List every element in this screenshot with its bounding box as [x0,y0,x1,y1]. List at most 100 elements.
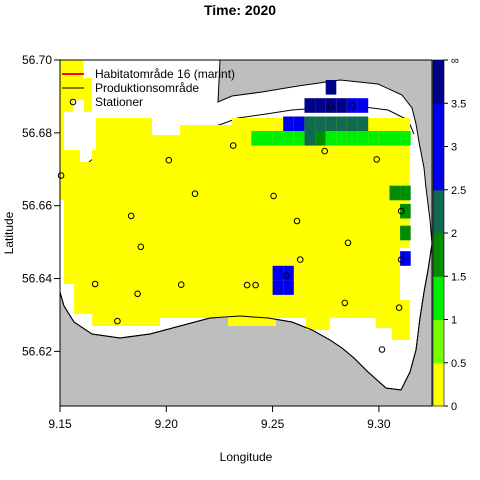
colorbar-bin [433,233,444,277]
colorbar-bin [433,276,444,321]
legend-station-marker [69,98,77,106]
y-axis-label: Latitude [2,211,16,254]
x-axis: 9.15 9.20 9.25 9.30 [48,406,391,431]
colorbar-ticks: 0 0.5 1 1.5 2 2.5 3 3.5 ∞ [444,55,466,413]
station-marker [270,192,277,200]
station-marker [349,102,356,109]
legend: Habitatområde 16 (marint) Produktionsomr… [62,67,235,109]
grid-cell [347,116,358,132]
grid-cell [283,280,294,295]
grid-cell [293,116,305,132]
colorbar-bin [433,319,444,364]
grid-cell [368,131,379,146]
x-tick-label: 9.25 [261,417,285,431]
station-marker [229,142,237,149]
grid-cell [251,131,262,146]
station-marker [395,304,403,312]
legend-label-habitat: Habitatområde 16 (marint) [95,67,235,81]
legend-label-stations: Stationer [95,95,143,109]
x-axis-label: Longitude [220,450,273,464]
x-tick-label: 9.30 [367,417,391,431]
grid-cell [272,280,284,295]
grid-cell [357,116,369,132]
legend-label-production: Produktionsområde [95,81,199,95]
coast-outline [60,243,432,391]
colorbar-tick-label: 2 [451,228,457,240]
y-tick-label: 56.62 [22,344,52,358]
station-marker [283,272,290,279]
grid-cell [261,131,273,146]
grid-cell [304,98,316,113]
grid-yellow-left [60,150,80,200]
grid-cell [378,131,390,146]
grid-cell [336,131,347,146]
station-marker [91,280,99,288]
station-marker [321,147,329,155]
colorbar-tick-label: 3 [451,142,457,154]
y-tick-label: 56.68 [22,126,52,140]
grid-cell [400,203,411,219]
y-axis: 56.62 56.64 56.66 56.68 56.70 [22,53,60,358]
station-marker [177,281,185,289]
station-marker [165,156,173,164]
x-tick-label: 9.15 [48,417,72,431]
grid-cell [400,251,411,266]
grid-cell [400,225,411,241]
chart-title: Time: 2020 [203,2,277,18]
grid-cell [389,131,401,146]
station-marker [293,217,301,225]
station-marker [134,290,141,298]
station-marker [344,239,352,247]
colorbar-tick-label: 2.5 [451,185,466,197]
grid-cell [357,98,369,113]
x-tick-label: 9.20 [155,417,179,431]
colorbar-bin [433,189,444,234]
grid-cell [315,116,326,132]
grid-cell [315,98,326,113]
station-marker [114,317,121,325]
station-marker [397,256,405,263]
colorbar-bin [433,103,444,148]
station-marker [127,212,135,220]
grid-cell [293,131,305,146]
grid-cell [400,185,411,201]
station-marker [57,172,65,179]
grid-base-yellow [60,60,92,150]
colorbar-bin [433,362,444,407]
grid-cell [400,131,411,146]
colorbar-tick-label: 0.5 [451,358,466,370]
station-marker [373,156,381,163]
station-marker [243,281,251,289]
grid-cell [347,131,358,146]
station-marker [327,102,335,109]
y-tick-label: 56.64 [22,272,52,286]
grid-cell [283,131,294,146]
y-tick-label: 56.70 [22,53,52,67]
station-marker [341,299,349,307]
grid-cell [304,131,316,146]
station-marker [252,281,259,289]
grid-main-yellow [64,118,410,340]
station-marker [137,243,145,251]
grid-cell [357,131,369,146]
grid-cell [347,98,358,113]
colorbar-tick-label: 0 [451,401,457,413]
grid-cell [304,116,316,132]
colorbar [432,59,445,407]
colorbar-tick-label: ∞ [451,55,459,67]
colorbar-tick-label: 3.5 [451,98,466,110]
station-marker [397,207,405,215]
grid-cell [325,131,337,146]
grid-cell [283,116,294,132]
stations-layer [57,102,405,353]
grid-cell [315,131,326,146]
station-marker [191,190,199,197]
plot-frame [59,59,433,407]
colorbar-bin [433,146,444,191]
colorbar-tick-label: 1 [451,315,457,327]
colorbar-tick-label: 1.5 [451,271,466,283]
grid-cell [325,116,337,132]
grid-cell [336,98,347,113]
grid-cell [272,265,284,281]
